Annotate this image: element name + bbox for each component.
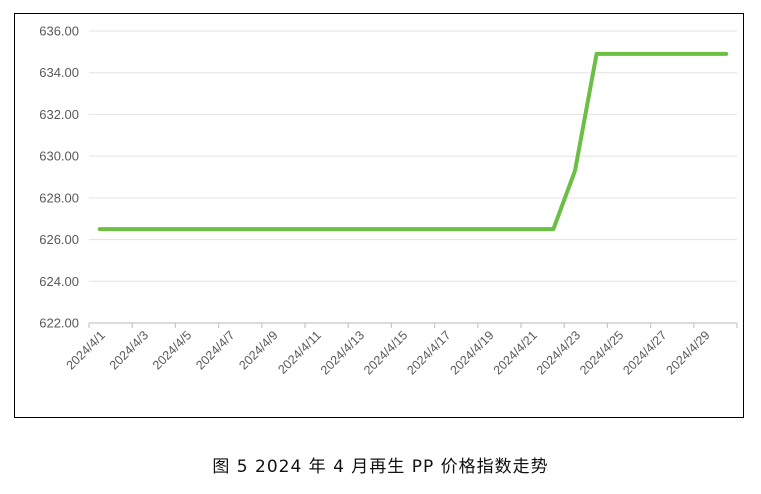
- y-tick-label: 628.00: [39, 190, 79, 205]
- y-tick-label: 626.00: [39, 232, 79, 247]
- x-tick-label: 2024/4/5: [150, 328, 194, 372]
- line-chart: 636.00 634.00 632.00 630.00 628.00 626.00 624.…: [39, 24, 738, 377]
- x-tick-label: 2024/4/13: [318, 328, 367, 377]
- x-tick-label: 2024/4/21: [491, 328, 540, 377]
- x-tick-label: 2024/4/7: [193, 328, 237, 372]
- figure-caption: 图 5 2024 年 4 月再生 PP 价格指数走势: [212, 457, 549, 477]
- x-tick-label: 2024/4/11: [275, 328, 324, 377]
- x-axis: [88, 322, 738, 328]
- x-tick-label: 2024/4/9: [236, 328, 280, 372]
- series-line: [97, 51, 729, 232]
- x-axis-tick-labels: 2024/4/12024/4/32024/4/52024/4/72024/4/9…: [64, 328, 713, 377]
- x-tick-label: 2024/4/23: [534, 328, 583, 377]
- y-axis-tick-labels: 636.00 634.00 632.00 630.00 628.00 626.00 624.…: [39, 24, 79, 331]
- gridlines: [89, 30, 737, 282]
- y-tick-label: 624.00: [39, 274, 79, 289]
- series-layer: [97, 51, 729, 232]
- x-tick-label: 2024/4/19: [448, 328, 497, 377]
- x-tick-label: 2024/4/25: [577, 328, 626, 377]
- x-tick-label: 2024/4/3: [107, 328, 151, 372]
- x-tick-label: 2024/4/29: [664, 328, 713, 377]
- y-tick-label: 634.00: [39, 65, 79, 80]
- x-tick-label: 2024/4/1: [64, 328, 108, 372]
- x-tick-label: 2024/4/27: [620, 328, 669, 377]
- y-tick-label: 636.00: [39, 24, 79, 39]
- chart-frame: 636.00 634.00 632.00 630.00 628.00 626.00 624.…: [14, 13, 744, 418]
- x-tick-label: 2024/4/17: [404, 328, 453, 377]
- x-tick-label: 2024/4/15: [361, 328, 410, 377]
- y-tick-label: 632.00: [39, 107, 79, 122]
- y-tick-label: 622.00: [39, 316, 79, 331]
- y-tick-label: 630.00: [39, 149, 79, 164]
